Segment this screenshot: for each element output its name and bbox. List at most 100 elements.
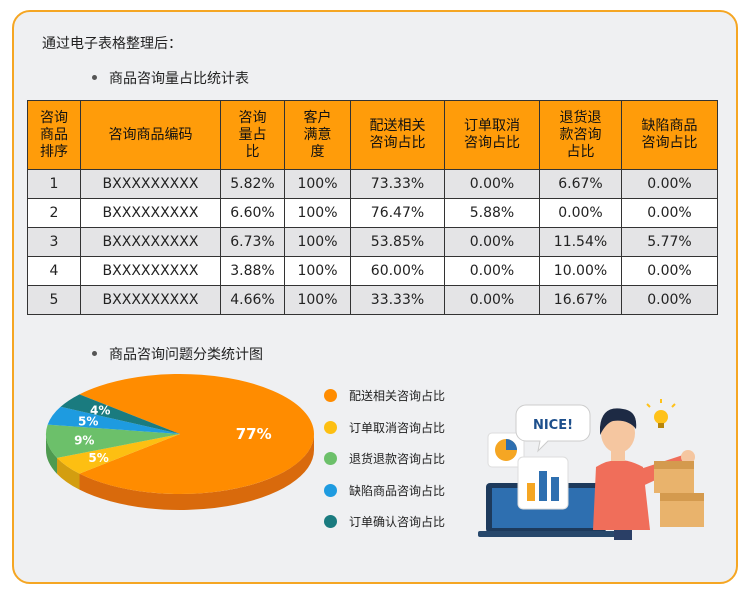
table-section-heading: 商品咨询量占比统计表 — [92, 68, 249, 88]
chart-section-title: 商品咨询问题分类统计图 — [109, 347, 263, 363]
header-text-line: 量占 — [238, 126, 267, 143]
pie-slice — [79, 374, 314, 494]
stats-table: 咨询 商品 排序 咨询商品编码 咨询 量占比客户 满意度配送相关 咨询占比 订单取消 咨询占比 退货… — [27, 100, 718, 315]
pie-data-label: 4% — [90, 404, 110, 418]
table-header-cell: 退货退 款咨询 占比 — [539, 100, 622, 170]
chart-legend: 配送相关咨询占比 订单取消咨询占比 退货退款咨询占比 缺陷商品咨询占比 订单确认咨询占比 — [324, 380, 445, 538]
table-cell: 5.77% — [621, 227, 718, 257]
header-text-line: 缺陷商品 — [641, 118, 698, 134]
table-cell: 0.00% — [444, 256, 540, 286]
speech-bubble: NICE! — [515, 404, 591, 453]
table-cell: 100% — [284, 285, 351, 315]
speech-bubble-text: NICE! — [533, 418, 573, 433]
table-cell: 4.66% — [220, 285, 285, 315]
table-row: 2 BXXXXXXXXX 6.60% 100% 76.47% 5.88% 0.00% 0.00… — [27, 198, 718, 228]
table-cell: 11.54% — [539, 227, 622, 257]
table-header-cell: 配送相关 咨询占比 — [350, 100, 445, 170]
pie-slice — [60, 394, 180, 434]
legend-item: 订单确认咨询占比 — [324, 506, 445, 538]
table-cell: 0.00% — [621, 169, 718, 199]
legend-swatch — [324, 420, 337, 434]
table-cell: 6.73% — [220, 227, 285, 257]
legend-label: 订单确认咨询占比 — [349, 515, 446, 530]
header-text-line: 咨询商品编码 — [108, 126, 193, 143]
legend-label: 缺陷商品咨询占比 — [349, 483, 446, 498]
table-cell: 0.00% — [621, 256, 718, 286]
table-cell: 6.67% — [539, 169, 622, 199]
table-cell: 3.88% — [220, 256, 285, 286]
legend-label: 退货退款咨询占比 — [349, 452, 446, 467]
header-text-line: 排序 — [40, 143, 68, 160]
table-header-row: 咨询 商品 排序 咨询商品编码 咨询 量占比客户 满意度配送相关 咨询占比 订单取消 咨询占比 退货… — [27, 100, 718, 170]
legend-item: 缺陷商品咨询占比 — [324, 475, 445, 507]
header-text-line: 咨询 — [238, 109, 267, 126]
header-text-line: 款咨询 — [559, 126, 602, 143]
pie-data-label: 5% — [88, 451, 108, 465]
header-text-line: 满意 — [303, 126, 332, 143]
header-text-line: 订单取消 — [464, 118, 520, 134]
legend-swatch — [324, 452, 337, 466]
header-text-line: 比 — [245, 143, 260, 160]
header-text-line: 占比 — [566, 143, 595, 160]
pie-slice — [47, 406, 180, 434]
header-text-line: 退货退 — [559, 109, 602, 126]
table-cell: 3 — [27, 227, 81, 257]
table-cell: 0.00% — [444, 227, 540, 257]
person-illustration — [593, 408, 695, 540]
table-header-cell: 缺陷商品 咨询占比 — [621, 100, 718, 170]
header-text-line: 商品 — [40, 126, 68, 143]
table-header-cell: 订单取消 咨询占比 — [444, 100, 540, 170]
table-cell: 0.00% — [444, 285, 540, 315]
table-cell: 2 — [27, 198, 81, 228]
table-cell: 5.88% — [444, 198, 540, 228]
legend-swatch — [324, 515, 337, 529]
table-section-title: 商品咨询量占比统计表 — [109, 71, 249, 87]
legend-item: 退货退款咨询占比 — [324, 443, 445, 475]
table-cell: BXXXXXXXXX — [80, 285, 221, 315]
table-cell: 1 — [27, 169, 81, 199]
pie-slice-side — [57, 457, 80, 490]
bullet-dot — [92, 350, 97, 356]
table-cell: 33.33% — [350, 285, 445, 315]
header-text-line: 客户 — [303, 109, 332, 126]
lightbulb-icon — [646, 399, 676, 428]
chart-section-heading: 商品咨询问题分类统计图 — [92, 344, 263, 364]
pie-data-label: 77% — [236, 425, 272, 443]
table-cell: 100% — [284, 227, 351, 257]
boxes-icon — [654, 461, 704, 527]
legend-label: 订单取消咨询占比 — [349, 420, 446, 435]
table-cell: 73.33% — [350, 169, 445, 199]
table-cell: 16.67% — [539, 285, 622, 315]
header-text-line: 咨询占比 — [464, 135, 520, 151]
table-cell: 100% — [284, 198, 351, 228]
table-row: 4 BXXXXXXXXX 3.88% 100% 60.00% 0.00% 10.00% 0.0… — [27, 256, 718, 286]
table-cell: 0.00% — [621, 285, 718, 315]
table-cell: 100% — [284, 256, 351, 286]
pie-slice — [46, 424, 180, 458]
table-cell: 5 — [27, 285, 81, 315]
table-header-cell: 咨询商品编码 — [80, 100, 221, 170]
table-cell: 0.00% — [444, 169, 540, 199]
intro-text: 通过电子表格整理后： — [42, 36, 182, 52]
pie-card-icon — [487, 432, 525, 468]
header-text-line: 咨询占比 — [369, 135, 426, 151]
pie-data-label: 5% — [78, 415, 98, 429]
table-cell: BXXXXXXXXX — [80, 169, 221, 199]
header-text-line: 咨询 — [40, 109, 68, 126]
bullet-dot — [92, 74, 97, 80]
table-header-cell: 客户 满意度 — [284, 100, 351, 170]
pie-slice-side — [46, 434, 58, 474]
table-cell: 0.00% — [539, 198, 622, 228]
table-cell: 0.00% — [621, 198, 718, 228]
table-cell: BXXXXXXXXX — [80, 256, 221, 286]
bar-chart-card-icon — [517, 456, 569, 510]
table-cell: 10.00% — [539, 256, 622, 286]
header-text-line: 咨询占比 — [641, 135, 698, 151]
table-cell: 100% — [284, 169, 351, 199]
header-text-line: 度 — [310, 143, 325, 160]
legend-swatch — [324, 389, 337, 403]
table-cell: BXXXXXXXXX — [80, 227, 221, 257]
legend-item: 订单取消咨询占比 — [324, 412, 445, 444]
table-header-cell: 咨询 量占比 — [220, 100, 285, 170]
pie-data-label: 9% — [74, 433, 94, 447]
